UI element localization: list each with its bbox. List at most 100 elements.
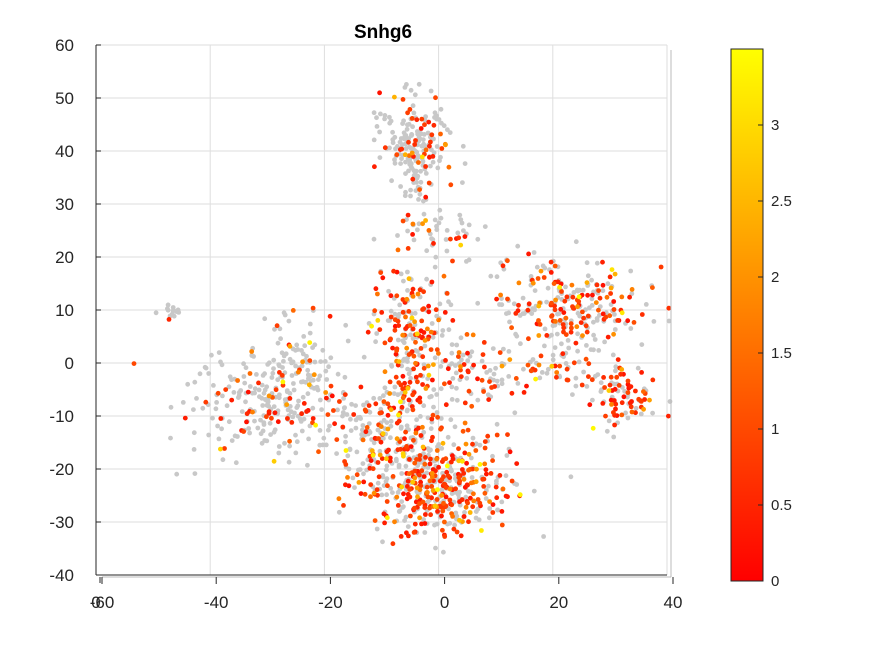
cell-point-expressed [456,235,462,241]
cell-point [307,330,313,336]
cell-point-expressed [440,508,446,514]
cell-point-expressed [481,484,487,489]
x-tick-label: 20 [549,593,568,612]
x-tick-label: 40 [664,593,683,612]
cell-point [434,392,440,397]
cell-point [584,384,590,389]
cell-point-expressed [564,377,570,383]
cell-point-expressed [343,482,348,488]
cell-point-expressed [474,466,479,472]
cell-point-expressed [428,347,434,352]
cell-point [260,403,266,408]
cell-point [584,260,590,266]
cell-point-expressed [307,340,313,345]
cell-point [421,211,427,217]
cell-point-expressed [273,387,279,393]
cell-point [573,239,579,245]
cell-point-expressed [387,391,393,396]
cell-point [241,361,247,367]
cell-point-expressed [479,377,485,383]
cell-point [290,346,296,352]
cell-point [460,143,466,149]
cell-point-expressed [456,350,462,355]
cell-point [591,319,596,325]
cell-point [206,432,212,438]
cell-point-expressed [423,194,429,200]
cell-point [236,395,241,400]
cell-point [437,301,443,307]
cell-point [252,386,258,392]
cell-point [279,350,285,356]
cell-point [395,337,401,343]
cell-point [531,488,537,494]
cell-point [559,341,564,347]
cell-point [629,291,635,297]
cell-point [407,158,412,163]
cell-point [460,180,465,186]
cell-point [666,318,672,324]
cell-point-expressed [340,424,346,430]
cell-point [271,404,277,409]
cell-point-expressed [498,292,503,298]
cell-point [325,427,331,433]
cell-point-expressed [311,372,317,378]
cell-point-expressed [609,267,615,272]
cell-point [276,444,282,449]
cell-point-expressed [481,389,486,394]
cell-point-expressed [341,503,346,508]
cell-point-expressed [405,478,411,484]
cell-point [431,150,437,156]
cell-point-expressed [365,329,371,335]
cell-point [449,342,455,347]
cell-point-expressed [420,382,425,387]
cell-point [231,390,237,395]
cell-point-expressed [404,444,409,449]
cell-point [286,459,292,465]
cell-point-expressed [366,403,372,408]
cell-point [348,428,354,433]
cell-point [170,305,176,310]
cell-point-expressed [401,453,406,459]
cell-point-expressed [485,433,491,439]
cell-point [406,168,411,174]
cell-point-expressed [494,432,500,438]
cell-point [343,433,348,439]
cell-point [396,311,402,317]
cell-point [494,378,500,384]
cell-point-expressed [509,478,515,484]
cell-point-expressed [448,459,454,465]
cell-point [285,407,291,413]
cell-point-expressed [403,326,409,331]
cell-point-expressed [310,416,316,421]
cell-point-expressed [403,314,408,320]
cell-point [457,212,463,218]
cell-point-expressed [329,393,335,399]
cell-point-expressed [613,406,618,412]
cell-point-expressed [449,502,455,508]
cell-point-expressed [458,242,464,248]
cell-point-expressed [574,324,580,330]
cell-point [390,129,395,135]
cell-point-expressed [507,357,513,362]
cell-point-expressed [382,340,388,346]
cell-point-expressed [621,394,627,400]
cell-point [293,450,299,456]
cell-point-expressed [428,456,433,462]
cell-point [452,424,458,430]
cell-point [406,121,412,127]
cell-point-expressed [280,379,286,385]
cell-point-expressed [379,456,385,461]
cell-point-expressed [410,176,416,182]
cell-point-expressed [431,478,436,484]
cell-point-expressed [447,486,453,492]
cell-point-expressed [470,332,476,338]
cell-point [432,355,438,361]
cell-point-expressed [584,280,590,285]
cell-point-expressed [407,487,413,492]
cell-point-expressed [456,446,461,452]
cell-point-expressed [241,429,247,434]
cell-point [403,514,409,520]
cell-point [410,103,416,109]
cell-point [594,260,600,266]
cell-point-expressed [464,460,469,466]
